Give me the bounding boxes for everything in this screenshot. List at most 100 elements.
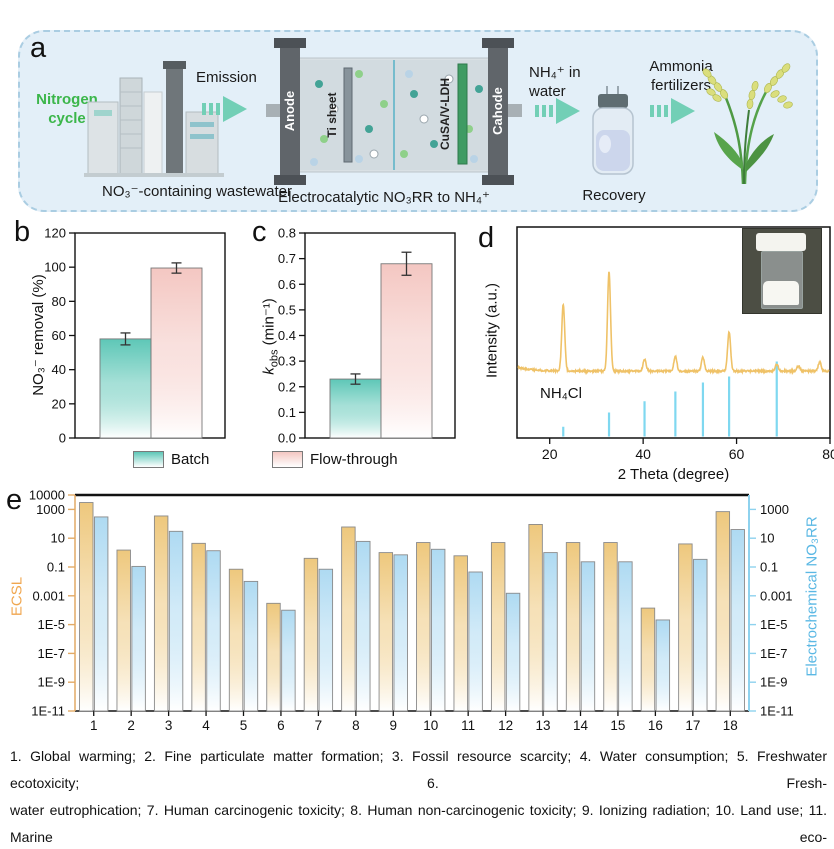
- y-tick-label: 0.0: [278, 431, 296, 446]
- nh4-in-water-label: NH₄⁺ in water: [529, 64, 581, 100]
- xrd-chart: 20 40 60 80 2 Theta (degree) NH₄Cl: [516, 226, 834, 483]
- panel-d-label: d: [478, 222, 495, 254]
- category-label: 12: [498, 718, 513, 733]
- bar-Batch: [329, 378, 382, 439]
- catalyst-label: CuSA/V-LDH: [438, 78, 452, 150]
- legend-batch-swatch: [133, 451, 164, 468]
- category-label: 6: [277, 718, 285, 733]
- y-tick-label: 80: [52, 294, 66, 309]
- bar-ecsl-17: [678, 543, 693, 712]
- plot-frame: [516, 226, 831, 439]
- ti-sheet-label: Ti sheet: [325, 92, 339, 137]
- x-tick-label: 20: [542, 446, 558, 462]
- legend-flow: Flow-through: [272, 451, 398, 468]
- y-tick-label: 40: [52, 362, 66, 377]
- to-recovery-arrow-icon: [535, 98, 580, 124]
- category-label: 4: [202, 718, 210, 733]
- bar-ecsl-1: [79, 502, 94, 712]
- left-tick-label: 10000: [29, 488, 65, 503]
- bar-ecsl-13: [528, 524, 543, 712]
- bar-no3rr-3: [168, 530, 184, 712]
- panel-c-label: c: [252, 216, 267, 248]
- reference-phase-label: NH₄Cl: [540, 385, 582, 402]
- y-tick-label: 60: [52, 328, 66, 343]
- wastewater-caption: NO₃⁻-containing wastewater: [102, 183, 292, 200]
- right-tick-label: 1E-9: [760, 675, 787, 690]
- bar-ecsl-5: [228, 568, 244, 712]
- bar-no3rr-1: [93, 516, 109, 712]
- y-tick-label: 0.2: [278, 379, 296, 394]
- rice-plant-illustration: [702, 63, 793, 185]
- right-tick-label: 1E-7: [760, 646, 787, 661]
- panel-a-label: a: [30, 32, 47, 64]
- left-tick-label: 1000: [36, 502, 65, 517]
- bar-Flow-through: [150, 267, 203, 439]
- bar-no3rr-11: [468, 571, 483, 712]
- kobs-subscript: obs: [268, 349, 281, 368]
- bar-no3rr-12: [505, 592, 521, 712]
- bar-no3rr-10: [430, 548, 446, 712]
- emission-arrow-icon: [202, 96, 247, 122]
- y-tick-label: 0.6: [278, 277, 296, 292]
- category-label: 7: [315, 718, 323, 733]
- x-tick-label: 60: [729, 446, 745, 462]
- caption-line: water eutrophication; 7. Human carcinoge…: [10, 802, 827, 845]
- category-label: 10: [423, 718, 438, 733]
- xrd-trace: [517, 271, 830, 376]
- category-label: 13: [536, 718, 551, 733]
- category-label: 16: [648, 718, 663, 733]
- vial-photo-inset: [742, 228, 822, 314]
- legend-flow-label: Flow-through: [310, 451, 398, 468]
- bar-no3rr-15: [618, 561, 633, 712]
- bar-no3rr-9: [393, 554, 408, 712]
- y-tick-label: 0: [59, 431, 66, 446]
- x-tick-label: 80: [822, 446, 834, 462]
- catalyst-sheet: [457, 63, 468, 165]
- bar-no3rr-13: [543, 552, 558, 712]
- left-tick-label: 10: [51, 531, 65, 546]
- bar-Flow-through: [380, 263, 433, 439]
- emission-label: Emission: [196, 69, 257, 86]
- anode-label: Anode: [282, 91, 297, 131]
- recovery-bottle: [592, 86, 634, 175]
- category-label: 9: [390, 718, 398, 733]
- category-label: 18: [723, 718, 738, 733]
- category-label: 17: [685, 718, 700, 733]
- legend-batch: Batch: [133, 451, 209, 468]
- bar-no3rr-5: [243, 580, 259, 712]
- kobs-chart: 0.0 0.1 0.2 0.3 0.4 0.5 0.6 0.7 0.8: [278, 226, 456, 446]
- bar-no3rr-8: [356, 540, 371, 712]
- panel-a: a Nitrogen cycle Emission: [18, 30, 818, 212]
- y-tick-label: 0.8: [278, 226, 296, 241]
- recovery-caption: Recovery: [582, 187, 646, 204]
- panel-e-label: e: [6, 484, 23, 516]
- bar-no3rr-7: [318, 568, 334, 712]
- category-label: 2: [127, 718, 135, 733]
- bar-ecsl-3: [153, 515, 169, 712]
- bar-ecsl-7: [303, 557, 319, 712]
- nitrogen-cycle-label: Nitrogen cycle: [36, 91, 98, 127]
- x-tick-label: 40: [635, 446, 651, 462]
- grain-clusters: [702, 63, 793, 110]
- bar-no3rr-6: [281, 609, 296, 712]
- panel-b-label: b: [14, 216, 31, 248]
- left-tick-label: 1E-5: [38, 617, 65, 632]
- factory-illustration: [84, 61, 224, 177]
- legend-flow-swatch: [272, 451, 303, 468]
- left-tick-label: 1E-7: [38, 646, 65, 661]
- chart-e-left-axis-label: ECSL: [8, 576, 26, 617]
- y-tick-label: 20: [52, 396, 66, 411]
- cell-caption: Electrocatalytic NO₃RR to NH₄⁺: [278, 189, 490, 206]
- kobs-symbol: k: [260, 367, 278, 375]
- vial-cap: [756, 233, 806, 251]
- chart-c-ylabel: kobs (min⁻¹): [260, 237, 281, 437]
- ti-sheet: [343, 67, 353, 163]
- bar-ecsl-8: [341, 526, 356, 712]
- bar-ecsl-18: [715, 511, 731, 712]
- right-tick-label: 0.1: [760, 560, 778, 575]
- right-tick-label: 1000: [760, 502, 789, 517]
- y-tick-label: 0.3: [278, 354, 296, 369]
- bar-no3rr-18: [730, 529, 745, 712]
- impact-category-chart: 100001000100.10.0011E-51E-71E-91E-111000…: [29, 488, 794, 734]
- category-label: 8: [352, 718, 360, 733]
